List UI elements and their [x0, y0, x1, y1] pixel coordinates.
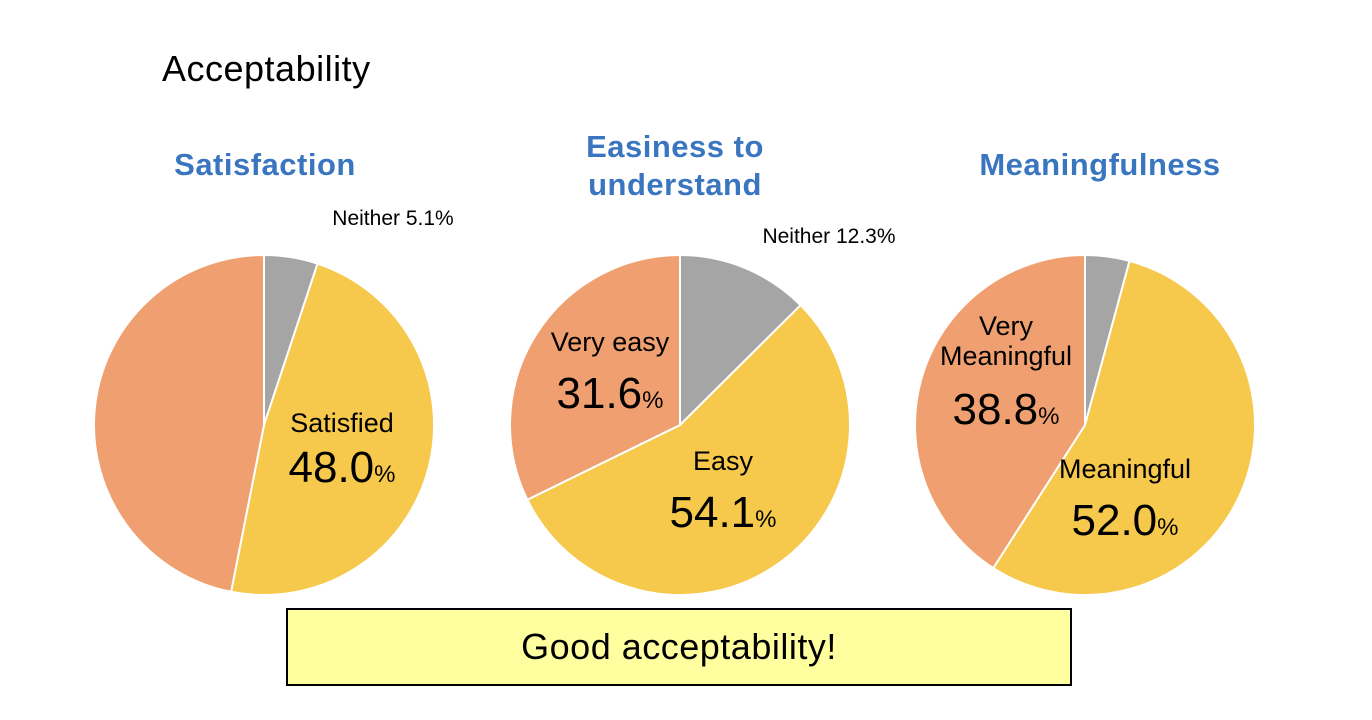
slice-unit-2-very-meaningful: %: [1038, 403, 1059, 430]
chart-title-easiness: Easiness to understand: [586, 129, 764, 202]
slice-label-0-neither: Neither 5.1%: [332, 207, 453, 230]
pie-slice-1-very-easy: [509, 253, 681, 502]
chart-title-meaningfulness: Meaningfulness: [979, 147, 1221, 182]
slice-label-1-very-easy: Very easy: [551, 327, 670, 357]
pie-slice-0-other: [92, 253, 265, 593]
pie-slice-0-satisfied: [229, 262, 436, 597]
chart-title-satisfaction: Satisfaction: [174, 147, 356, 182]
slice-unit-2-meaningful: %: [1157, 514, 1178, 541]
slice-label-2-very-meaningful-0: Very: [979, 311, 1034, 341]
slice-label-2-meaningful: Meaningful: [1059, 454, 1191, 484]
pie-slice-2-meaningful: [991, 259, 1256, 597]
slice-unit-0-satisfied: %: [374, 461, 395, 488]
slice-unit-1-easy: %: [755, 506, 776, 533]
slice-unit-1-very-easy: %: [642, 387, 663, 414]
slice-label-2-very-meaningful-1: Meaningful: [940, 341, 1072, 371]
pie-slice-1-easy: [525, 303, 851, 596]
pie-slice-1-neither: [679, 253, 803, 428]
slice-label-1-easy: Easy: [693, 446, 754, 476]
slice-label-1-neither: Neither 12.3%: [762, 225, 895, 248]
pie-slice-2-very-meaningful: [914, 253, 1086, 570]
summary-callout: Good acceptability!: [286, 608, 1072, 686]
page-title: Acceptability: [162, 48, 371, 89]
slice-label-0-satisfied: Satisfied: [290, 408, 394, 438]
